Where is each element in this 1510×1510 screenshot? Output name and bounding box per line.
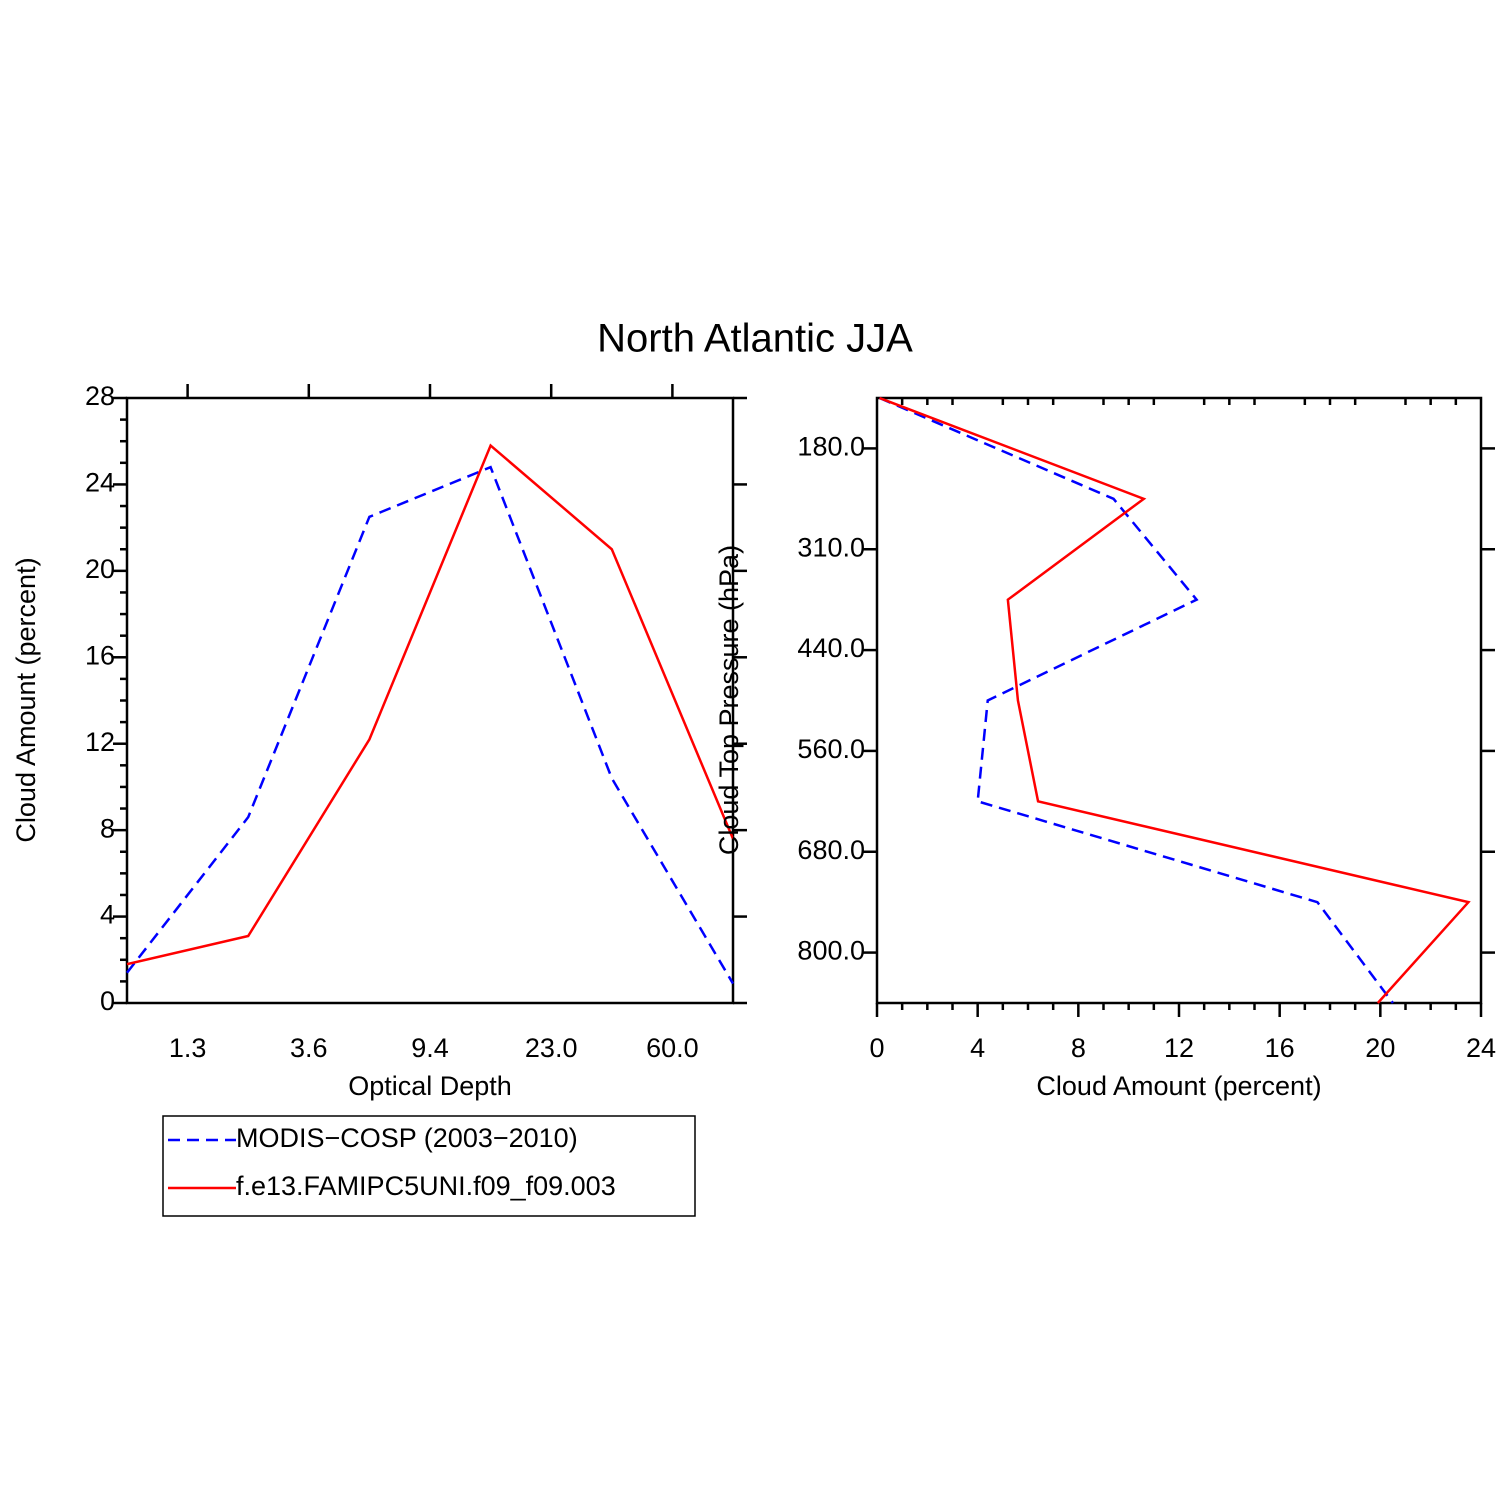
series-line [879,396,1471,1004]
legend-label: MODIS−COSP (2003−2010) [236,1123,578,1153]
legend-label: f.e13.FAMIPC5UNI.f09_f09.003 [236,1171,616,1201]
plot-frame [125,396,735,1005]
x-tick-label: 9.4 [411,1033,449,1063]
plot-frame [875,396,1483,1005]
series-line [126,443,735,966]
x-tick-label: 23.0 [525,1033,578,1063]
x-axis-label: Cloud Amount (percent) [1036,1071,1321,1101]
x-tick-label: 3.6 [290,1033,328,1063]
y-tick-label: 12 [85,727,115,757]
x-axis-label: Optical Depth [348,1071,512,1101]
x-tick-label: 12 [1164,1033,1194,1063]
x-tick-label: 60.0 [646,1033,699,1063]
series-line [126,465,735,985]
y-axis-label: Cloud Amount (percent) [11,557,41,842]
y-tick-label: 24 [85,468,115,498]
x-tick-label: 0 [869,1033,884,1063]
y-tick-label: 800.0 [797,936,865,966]
y-tick-label: 680.0 [797,835,865,865]
x-tick-label: 1.3 [169,1033,207,1063]
y-tick-label: 8 [100,813,115,843]
y-tick-label: 4 [100,900,115,930]
x-tick-label: 4 [970,1033,985,1063]
y-tick-label: 0 [100,986,115,1016]
x-tick-label: 8 [1071,1033,1086,1063]
x-tick-label: 24 [1466,1033,1496,1063]
legend-box [162,1115,696,1217]
chart-title: North Atlantic JJA [597,317,913,361]
x-tick-label: 16 [1265,1033,1295,1063]
x-tick-label: 20 [1365,1033,1395,1063]
y-tick-label: 180.0 [797,432,865,462]
y-axis-label: Cloud Top Pressure (hPa) [714,545,744,855]
series-line [879,396,1394,1004]
y-tick-label: 28 [85,381,115,411]
y-tick-label: 440.0 [797,633,865,663]
y-tick-label: 20 [85,554,115,584]
y-tick-label: 310.0 [797,532,865,562]
y-tick-label: 560.0 [797,734,865,764]
y-tick-label: 16 [85,640,115,670]
